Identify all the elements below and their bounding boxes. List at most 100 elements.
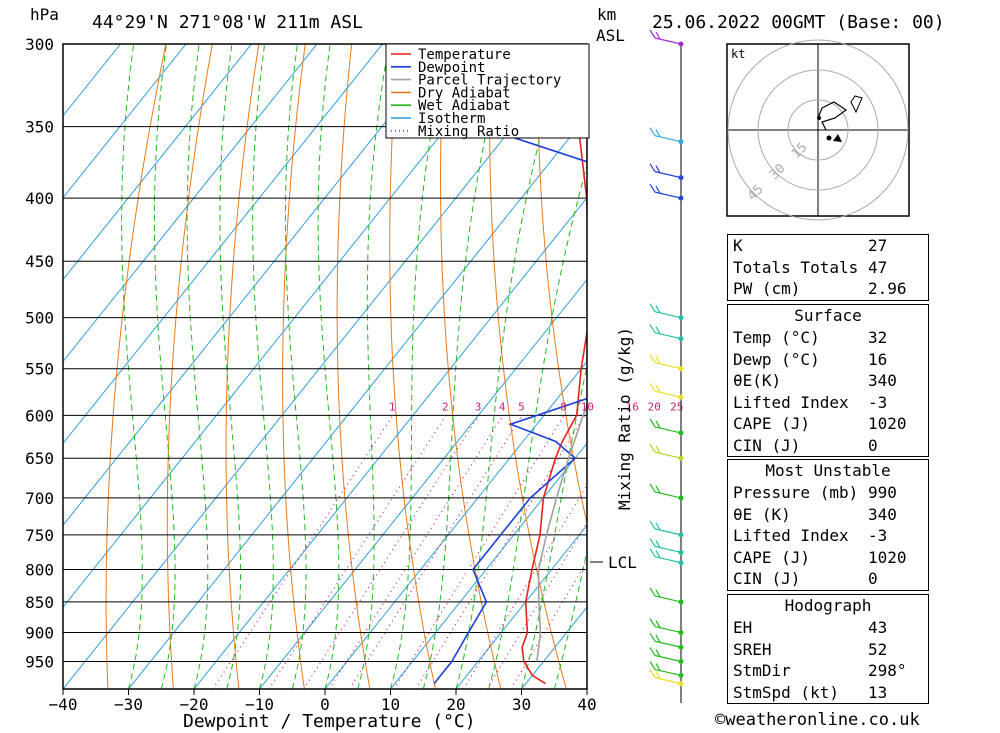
isotherm-line: [63, 44, 187, 199]
mixing-ratio-label: 25: [670, 400, 683, 413]
wind-barb-staff: [654, 625, 682, 634]
copyright-link[interactable]: ©weatheronline.co.uk: [715, 710, 920, 730]
wind-barb-flag: [649, 538, 656, 547]
wind-barb-flag: [649, 632, 656, 642]
pressure-tick-label: 800: [25, 560, 54, 579]
series-dewpoint: [433, 44, 587, 685]
wind-barb-flag: [649, 183, 656, 193]
pressure-tick-label: 550: [25, 360, 54, 379]
isotherm-line: [455, 524, 587, 689]
mixing-ratio-lines: [212, 415, 587, 689]
wind-barb-flag: [649, 520, 656, 530]
wind-profile: [649, 29, 684, 703]
index-value: -3: [868, 392, 888, 412]
wind-barb-flag: [655, 620, 661, 628]
index-value: 340: [868, 371, 897, 390]
isotherm-line: [193, 196, 587, 689]
index-label: θE (K): [733, 504, 791, 524]
isotherm-line: [63, 44, 383, 445]
index-label: CAPE (J): [733, 414, 811, 433]
index-value: 27: [868, 236, 888, 255]
wind-barb-flag: [649, 29, 656, 39]
wind-barb-flag: [655, 420, 661, 429]
surface-box: Surface Temp (°C) 32 Dewp (°C) 16 θE(K) 340…: [727, 304, 929, 457]
isotherm-line: [390, 442, 587, 689]
mixing-ratio-labels: 1 2 3 4 5 8 10 16 20 25: [389, 400, 683, 413]
wind-barb-flag: [649, 587, 656, 597]
hodograph-wind-flag: [850, 95, 863, 114]
pressure-tick-label: 650: [25, 449, 54, 468]
wind-barb-staff: [654, 171, 682, 179]
temperature-tick-label: −40: [49, 695, 78, 714]
wind-barb-staff: [654, 135, 682, 143]
lcl-label: LCL: [608, 553, 637, 572]
index-label: K: [733, 236, 743, 255]
legend-entry: Wet Adiabat: [418, 98, 511, 114]
temperature-tick-label: 30: [512, 695, 531, 714]
index-value: 990: [868, 483, 897, 502]
index-label: StmSpd (kt): [733, 682, 839, 702]
wind-barb-flag: [655, 305, 661, 313]
mixing-ratio-label: 10: [581, 400, 594, 413]
pressure-tick-label: 950: [25, 653, 54, 672]
wind-barb-flag: [649, 618, 656, 627]
wind-barb-staff: [654, 37, 682, 45]
wind-barb-staff: [654, 491, 682, 499]
legend-entry: Parcel Trajectory: [418, 73, 561, 89]
pressure-unit-label: hPa: [30, 5, 59, 24]
dry-adiabat-line: [439, 44, 502, 689]
mixing-ratio-line: [348, 415, 523, 689]
wind-barb-flag: [649, 548, 656, 558]
surface-title: Surface: [794, 306, 862, 325]
wind-barb-flag: [649, 303, 656, 312]
index-value: 16: [868, 349, 888, 369]
wind-barb-flag: [649, 418, 656, 428]
km-label: km: [597, 5, 616, 24]
wind-barb-flag: [655, 384, 661, 393]
wind-barb-staff: [654, 426, 682, 434]
wind-barb-staff: [654, 311, 682, 319]
wind-barb-flag: [649, 324, 656, 333]
wind-barb-flag: [655, 485, 661, 494]
index-value: 13: [868, 682, 888, 702]
mixing-ratio-label: 3: [475, 400, 482, 413]
isotherm-line: [63, 44, 514, 608]
index-row: Temp (°C) 32: [728, 327, 928, 349]
wet-adiabat-line: [521, 363, 587, 689]
pressure-tick-label: 450: [25, 252, 54, 271]
wet-adiabat-line: [390, 44, 449, 689]
wind-barb-staff: [654, 677, 682, 685]
hodograph-ring-15: [787, 99, 849, 161]
index-value: 43: [868, 618, 888, 637]
datetime-label: 25.06.2022 00GMT (Base: 00): [652, 12, 945, 33]
wind-barb-flag: [655, 671, 661, 679]
pressure-tick-label: 900: [25, 624, 54, 643]
isotherm-lines: [63, 44, 587, 689]
most-unstable-box: Most Unstable Pressure (mb) 990 θE (K) 340…: [727, 459, 929, 591]
wind-barb-flag: [655, 165, 661, 173]
most-unstable-title: Most Unstable: [765, 461, 891, 480]
wind-barb-flag: [655, 550, 661, 559]
dry-adiabat-line: [282, 44, 306, 689]
wind-barb-staff: [654, 668, 682, 677]
wind-barb-staff: [654, 362, 682, 370]
isotherm-line: [324, 360, 587, 689]
pressure-tick-label: 600: [25, 406, 54, 425]
mixing-ratio-label: 2: [442, 400, 449, 413]
wind-barb-flag: [649, 382, 656, 392]
index-row: StmDir 298°: [728, 660, 928, 682]
index-value: 52: [868, 639, 888, 659]
index-label: θE(K): [733, 371, 782, 390]
index-value: 1020: [868, 547, 907, 567]
mixing-ratio-label: 20: [648, 400, 661, 413]
isotherm-line: [128, 115, 587, 689]
index-label: EH: [733, 618, 753, 637]
temperature-tick-label: −20: [180, 695, 209, 714]
index-row: Lifted Index -3: [728, 392, 928, 414]
isotherm-line: [63, 44, 252, 281]
wind-barb-staff: [654, 640, 682, 648]
temperature-tick-label: −30: [114, 695, 143, 714]
wind-barb-flag: [655, 356, 661, 365]
hodograph-point: [817, 116, 821, 120]
